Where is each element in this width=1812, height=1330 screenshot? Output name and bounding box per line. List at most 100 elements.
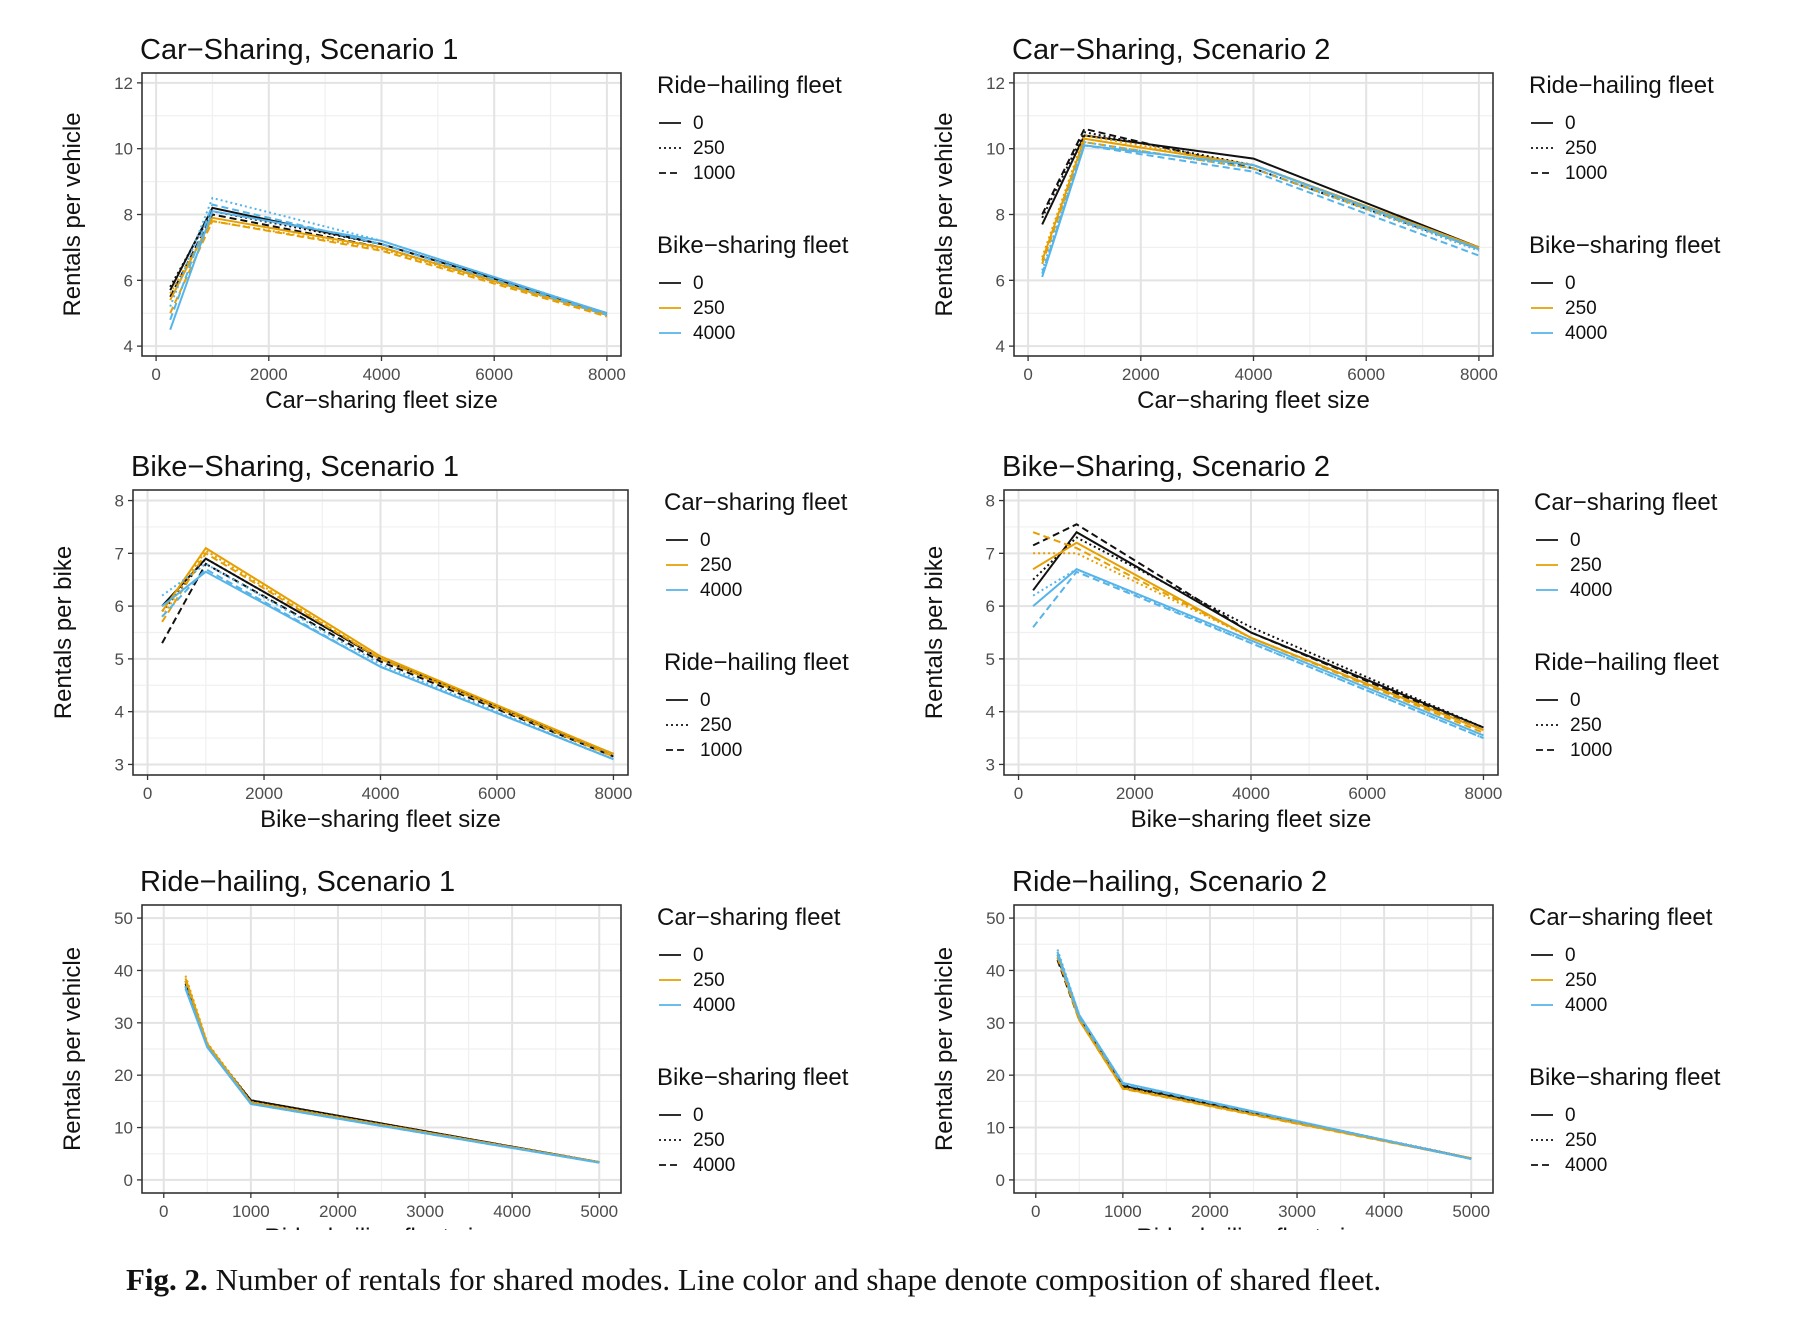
series-line-4: [161, 546, 614, 755]
legend-label: 1000: [1565, 163, 1607, 184]
panel-border: [1003, 489, 1499, 776]
legend-label: 250: [693, 298, 725, 319]
legend-label: 0: [1565, 273, 1576, 294]
legend-label: 4000: [1565, 995, 1607, 1016]
series-line-6: [169, 219, 608, 318]
legend-label: 0: [1570, 690, 1581, 711]
x-tick-label: 2000: [1191, 1202, 1229, 1221]
y-tick-label: 8: [115, 492, 124, 511]
series-line-3: [161, 562, 614, 758]
x-tick-label: 0: [1031, 1202, 1040, 1221]
series-line-1: [169, 206, 608, 315]
chart-panel-1: 0 2000 4000 6000 8000 4 6 8 10 12 Car−Sharing, Sce…: [59, 34, 849, 414]
x-tick-label: 4000: [362, 784, 400, 803]
legend-title: Car−sharing fleet: [1529, 904, 1713, 931]
legend-title: Ride−hailing fleet: [1534, 649, 1719, 676]
series-line-5: [184, 975, 600, 1164]
legend-label: 250: [693, 970, 725, 991]
y-tick-label: 50: [114, 909, 133, 928]
figure-caption: Fig. 2. Number of rentals for shared mod…: [126, 1262, 1726, 1298]
series-line-6: [184, 980, 600, 1164]
chart-title: Ride−hailing, Scenario 2: [1012, 866, 1327, 898]
x-tick-label: 8000: [1460, 365, 1498, 384]
series-line-2: [1056, 954, 1472, 1160]
series-line-9: [184, 986, 600, 1164]
legend-label: 0: [693, 113, 704, 134]
y-tick-label: 4: [115, 703, 124, 722]
y-tick-label: 4: [996, 337, 1005, 356]
y-tick-label: 8: [996, 206, 1005, 225]
x-tick-label: 8000: [595, 784, 633, 803]
x-axis-label: Bike−sharing fleet size: [1131, 806, 1372, 833]
legend-label: 0: [1570, 530, 1581, 551]
x-tick-label: 0: [143, 784, 152, 803]
series-line-1: [184, 985, 600, 1164]
legend-label: 1000: [700, 740, 742, 761]
x-axis-label: Bike−sharing fleet size: [260, 806, 501, 833]
legend-label: 4000: [693, 323, 735, 344]
legend-label: 250: [700, 555, 732, 576]
y-tick-label: 5: [986, 650, 995, 669]
y-axis-label: Rentals per vehicle: [59, 112, 86, 316]
series-line-9: [1032, 570, 1484, 740]
y-tick-label: 40: [114, 961, 133, 980]
y-tick-label: 8: [124, 206, 133, 225]
y-axis-label: Rentals per vehicle: [59, 947, 86, 1151]
y-tick-label: 8: [986, 492, 995, 511]
x-tick-label: 4000: [363, 365, 401, 384]
legend-title: Bike−sharing fleet: [657, 1064, 849, 1091]
series-line-1: [1041, 134, 1480, 249]
y-tick-label: 20: [986, 1066, 1005, 1085]
x-tick-label: 4000: [1232, 784, 1270, 803]
x-tick-label: 5000: [1452, 1202, 1490, 1221]
x-tick-label: 8000: [1465, 784, 1503, 803]
legend-label: 0: [693, 945, 704, 966]
series-line-5: [169, 220, 608, 316]
y-tick-label: 20: [114, 1066, 133, 1085]
x-tick-label: 8000: [588, 365, 626, 384]
x-tick-label: 4000: [1235, 365, 1273, 384]
y-tick-label: 6: [996, 271, 1005, 290]
legend-label: 0: [1565, 113, 1576, 134]
y-tick-label: 5: [115, 650, 124, 669]
x-tick-label: 2000: [1122, 365, 1160, 384]
legend-label: 4000: [700, 580, 742, 601]
chart-title: Car−Sharing, Scenario 2: [1012, 34, 1330, 66]
panel-border: [1013, 904, 1494, 1194]
legend-title: Bike−sharing fleet: [1529, 1064, 1721, 1091]
series-line-7: [1032, 568, 1484, 737]
x-axis-label: Ride−hailing fleet size: [264, 1224, 498, 1230]
series-line-9: [1056, 954, 1472, 1160]
panel-border: [141, 904, 622, 1194]
series-line-9: [1041, 144, 1480, 275]
x-tick-label: 6000: [475, 365, 513, 384]
x-tick-label: 2000: [245, 784, 283, 803]
x-axis-label: Car−sharing fleet size: [265, 387, 498, 414]
x-tick-label: 2000: [319, 1202, 357, 1221]
legend-label: 250: [1570, 715, 1602, 736]
series-line-8: [1041, 140, 1480, 271]
legend-title: Car−sharing fleet: [1534, 489, 1718, 516]
series-line-2: [1032, 536, 1484, 729]
x-tick-label: 5000: [580, 1202, 618, 1221]
legend-title: Ride−hailing fleet: [657, 72, 842, 99]
x-tick-label: 0: [1023, 365, 1032, 384]
y-tick-label: 4: [986, 703, 995, 722]
y-axis-label: Rentals per vehicle: [931, 947, 958, 1151]
series-line-8: [161, 562, 614, 761]
chart-panel-3: 0 2000 4000 6000 8000 3 4 5 6 7 8 Bike−Sharing, Sce…: [50, 451, 849, 833]
y-tick-label: 50: [986, 909, 1005, 928]
y-tick-label: 7: [986, 544, 995, 563]
y-tick-label: 6: [124, 271, 133, 290]
legend-label: 1000: [693, 163, 735, 184]
legend-label: 0: [1565, 1105, 1576, 1126]
chart-title: Bike−Sharing, Scenario 2: [1002, 451, 1330, 483]
y-axis-label: Rentals per bike: [50, 546, 77, 719]
legend-label: 4000: [1570, 580, 1612, 601]
x-tick-label: 4000: [493, 1202, 531, 1221]
legend-label: 1000: [1570, 740, 1612, 761]
series-line-3: [1056, 959, 1472, 1160]
chart-panel-6: 0 1000 2000 3000 4000 5000 0 10 20 30 40 50 Ride−hai…: [931, 866, 1721, 1251]
caption-text: Number of rentals for shared modes. Line…: [215, 1262, 1382, 1297]
y-tick-label: 10: [986, 140, 1005, 159]
